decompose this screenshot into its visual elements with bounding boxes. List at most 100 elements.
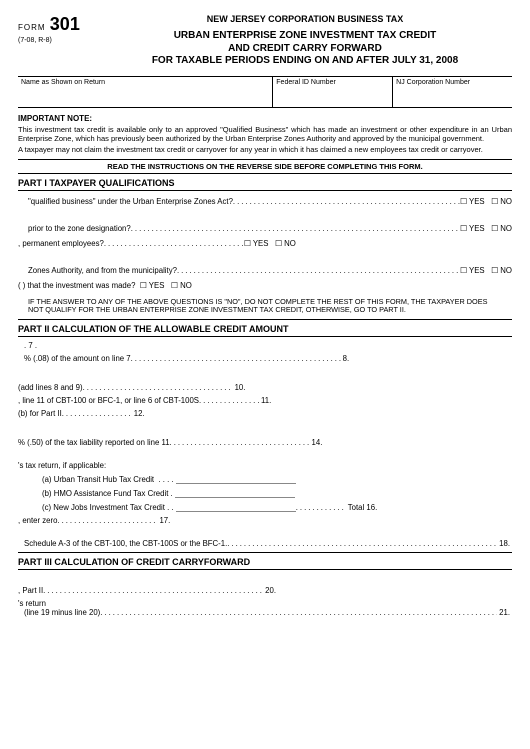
dot-leader — [62, 409, 132, 418]
dot-leader — [43, 586, 263, 595]
line12-num: 12. — [132, 409, 147, 418]
dot-leader — [233, 197, 460, 206]
line12-label: (b) for Part II — [18, 409, 62, 418]
dot-leader — [199, 396, 259, 405]
line-c-label: (c) New Jobs Investment Tax Credit — [42, 503, 165, 512]
line21-num: 21. — [497, 608, 512, 617]
line18: Schedule A-3 of the CBT-100, the CBT-100… — [24, 539, 512, 548]
q4-no[interactable]: ☐ NO — [491, 266, 512, 275]
line-a: (a) Urban Transit Hub Tax Credit . . . . — [42, 474, 512, 484]
line-b-label: (b) HMO Assistance Fund Tax Credit — [42, 489, 168, 498]
line7: . 7 . — [24, 341, 512, 350]
q3-yes[interactable]: ☐ YES — [244, 239, 269, 248]
dot-leader — [104, 239, 244, 248]
line8-label: % (.08) of the amount on line 7 — [24, 354, 131, 363]
fein-field[interactable]: Federal ID Number — [273, 77, 393, 107]
form-title-1: URBAN ENTERPRISE ZONE INVESTMENT TAX CRE… — [98, 30, 512, 43]
dot-leader — [296, 503, 346, 512]
q3-row: , permanent employees? ☐ YES ☐ NO — [18, 239, 512, 248]
important-note: IMPORTANT NOTE: This investment tax cred… — [18, 114, 512, 155]
header-titles: NEW JERSEY CORPORATION BUSINESS TAX URBA… — [98, 14, 512, 68]
form-number: 301 — [50, 14, 80, 35]
line11: , line 11 of CBT-100 or BFC-1, or line 6… — [18, 396, 512, 405]
dot-leader — [57, 516, 157, 525]
form-number-block: FORM 301 (7-08, R-8) — [18, 14, 98, 44]
part3-heading: PART III CALCULATION OF CREDIT CARRYFORW… — [18, 555, 512, 570]
line7-label: . 7 . — [24, 341, 37, 350]
line20-num: 20. — [263, 586, 278, 595]
q4-row: Zones Authority, and from the municipali… — [28, 266, 512, 275]
line21b-label: (line 19 minus line 20) — [24, 608, 100, 617]
important-p1: This investment tax credit is available … — [18, 125, 512, 144]
line-c: (c) New Jobs Investment Tax Credit . . T… — [42, 502, 512, 512]
q5-yes[interactable]: ☐ YES — [140, 281, 165, 290]
part1-heading: PART I TAXPAYER QUALIFICATIONS — [18, 176, 512, 191]
dot-leader — [100, 608, 497, 617]
instruction-bar: READ THE INSTRUCTIONS ON THE REVERSE SID… — [18, 159, 512, 174]
line14-num: 14. — [310, 438, 325, 447]
total16: Total 16. — [346, 503, 379, 512]
important-heading: IMPORTANT NOTE: — [18, 114, 512, 123]
line18-num: 18. — [497, 539, 512, 548]
q1-row: "qualified business" under the Urban Ent… — [28, 197, 512, 206]
dot-leader — [131, 354, 341, 363]
line21a-label: 's return — [18, 599, 46, 608]
form-revision: (7-08, R-8) — [18, 37, 52, 44]
line-b-blank[interactable] — [175, 488, 295, 498]
line17-num: 17. — [157, 516, 172, 525]
q4-yes[interactable]: ☐ YES — [460, 266, 485, 275]
line20: , Part II 20. — [18, 586, 512, 595]
agency-name: NEW JERSEY CORPORATION BUSINESS TAX — [98, 14, 512, 24]
line-c-blank[interactable] — [176, 502, 296, 512]
nj-corp-field[interactable]: NJ Corporation Number — [393, 77, 512, 107]
important-p2: A taxpayer may not claim the investment … — [18, 145, 512, 154]
q2-text: prior to the zone designation? — [28, 224, 131, 233]
line12: (b) for Part II 12. — [18, 409, 512, 418]
q1-yes[interactable]: ☐ YES — [460, 197, 485, 206]
line10: (add lines 8 and 9) 10. — [18, 383, 512, 392]
identity-row: Name as Shown on Return Federal ID Numbe… — [18, 76, 512, 108]
line11-label: , line 11 of CBT-100 or BFC-1, or line 6… — [18, 396, 199, 405]
line8: % (.08) of the amount on line 7 8. — [24, 354, 512, 363]
line17: , enter zero 17. — [18, 516, 512, 525]
q1-text: "qualified business" under the Urban Ent… — [28, 197, 233, 206]
line-a-label: (a) Urban Transit Hub Tax Credit — [42, 475, 154, 484]
dot-leader — [83, 383, 233, 392]
line17-label: , enter zero — [18, 516, 57, 525]
line20-label: , Part II — [18, 586, 43, 595]
form-title-3: FOR TAXABLE PERIODS ENDING ON AND AFTER … — [98, 55, 512, 68]
line10-num: 10. — [233, 383, 248, 392]
line-a-blank[interactable] — [176, 474, 296, 484]
return-label-text: 's tax return, if applicable: — [18, 461, 106, 470]
line-b: (b) HMO Assistance Fund Tax Credit . — [42, 488, 512, 498]
line8-num: 8. — [341, 354, 352, 363]
q2-yes[interactable]: ☐ YES — [460, 224, 485, 233]
form-title-2: AND CREDIT CARRY FORWARD — [98, 43, 512, 56]
q4-text: Zones Authority, and from the municipali… — [28, 266, 177, 275]
line21a: 's return — [18, 599, 512, 608]
dot-leader — [170, 438, 310, 447]
line21b: (line 19 minus line 20) 21. — [24, 608, 512, 617]
dot-leader — [177, 266, 460, 275]
q1-no[interactable]: ☐ NO — [491, 197, 512, 206]
return-label: 's tax return, if applicable: — [18, 461, 512, 470]
q5-text: ( ) that the investment was made? — [18, 281, 135, 290]
dot-leader — [131, 224, 460, 233]
line10-label: (add lines 8 and 9) — [18, 383, 83, 392]
q2-no[interactable]: ☐ NO — [491, 224, 512, 233]
line11-num: 11. — [259, 396, 273, 405]
q5-row: ( ) that the investment was made? ☐ YES … — [18, 281, 512, 290]
q2-row: prior to the zone designation? ☐ YES ☐ N… — [28, 224, 512, 233]
q3-no[interactable]: ☐ NO — [275, 239, 296, 248]
line14: % (.50) of the tax liability reported on… — [18, 438, 512, 447]
line18-label: Schedule A-3 of the CBT-100, the CBT-100… — [24, 539, 227, 548]
form-word: FORM — [18, 23, 46, 32]
form-header: FORM 301 (7-08, R-8) NEW JERSEY CORPORAT… — [18, 14, 512, 68]
name-field[interactable]: Name as Shown on Return — [18, 77, 273, 107]
q3-text: , permanent employees? — [18, 239, 104, 248]
part2-heading: PART II CALCULATION OF THE ALLOWABLE CRE… — [18, 322, 512, 337]
q5-no[interactable]: ☐ NO — [171, 281, 192, 290]
line14-label: % (.50) of the tax liability reported on… — [18, 438, 170, 447]
part1-noteif: IF THE ANSWER TO ANY OF THE ABOVE QUESTI… — [28, 298, 502, 316]
dot-leader — [227, 539, 497, 548]
